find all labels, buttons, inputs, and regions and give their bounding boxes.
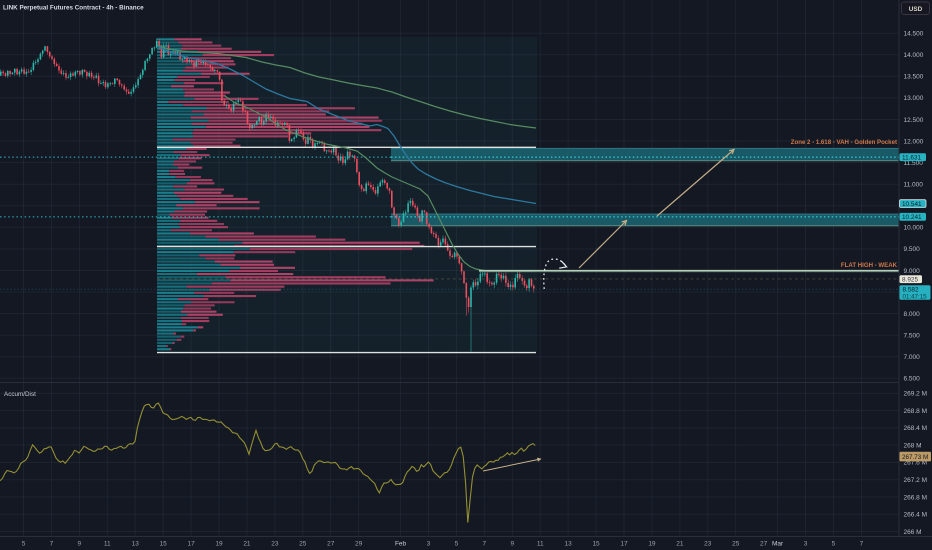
- svg-text:11: 11: [537, 541, 544, 548]
- svg-text:9.500: 9.500: [904, 246, 921, 253]
- svg-text:13.500: 13.500: [904, 74, 924, 81]
- svg-text:12.000: 12.000: [904, 138, 924, 145]
- svg-text:12.500: 12.500: [904, 117, 924, 124]
- svg-text:9.000: 9.000: [904, 268, 921, 275]
- svg-text:23: 23: [271, 541, 279, 548]
- svg-text:8.925: 8.925: [902, 277, 918, 284]
- svg-text:9: 9: [78, 541, 82, 548]
- svg-text:17: 17: [620, 541, 628, 548]
- svg-text:10.541: 10.541: [902, 201, 922, 208]
- svg-text:7.500: 7.500: [904, 332, 921, 339]
- svg-text:266.8 M: 266.8 M: [904, 494, 928, 501]
- svg-text:13: 13: [132, 541, 140, 548]
- svg-text:Accum/Dist: Accum/Dist: [4, 391, 36, 398]
- svg-text:11: 11: [104, 541, 111, 548]
- svg-text:5: 5: [22, 541, 26, 548]
- svg-text:FLAT HIGH - WEAK: FLAT HIGH - WEAK: [841, 262, 898, 269]
- svg-text:10.241: 10.241: [902, 214, 922, 221]
- svg-text:7: 7: [483, 541, 487, 548]
- svg-text:269.2 M: 269.2 M: [904, 391, 928, 398]
- svg-text:6.500: 6.500: [904, 376, 921, 383]
- svg-text:268.8 M: 268.8 M: [904, 408, 928, 415]
- svg-text:11.631: 11.631: [902, 155, 922, 162]
- svg-text:17: 17: [187, 541, 195, 548]
- svg-text:8.000: 8.000: [904, 311, 921, 318]
- svg-text:266 M: 266 M: [904, 529, 922, 536]
- svg-text:268 M: 268 M: [904, 442, 922, 449]
- svg-text:Feb: Feb: [395, 541, 407, 548]
- svg-text:29: 29: [355, 541, 363, 548]
- svg-text:7.000: 7.000: [904, 354, 921, 361]
- svg-text:267.73 M: 267.73 M: [902, 454, 928, 461]
- svg-text:13.000: 13.000: [904, 95, 924, 102]
- svg-text:15: 15: [160, 541, 168, 548]
- svg-text:267.2 M: 267.2 M: [904, 477, 928, 484]
- svg-text:Zone 2 - 1.618 - VAH - Golden: Zone 2 - 1.618 - VAH - Golden Pocket: [791, 139, 897, 146]
- svg-text:21: 21: [676, 541, 684, 548]
- svg-text:7: 7: [50, 541, 54, 548]
- svg-text:8.582: 8.582: [903, 287, 919, 294]
- svg-text:25: 25: [299, 541, 307, 548]
- svg-text:01:47:15: 01:47:15: [903, 293, 928, 300]
- svg-text:14.000: 14.000: [904, 52, 924, 59]
- svg-text:268.4 M: 268.4 M: [904, 425, 928, 432]
- svg-text:11.000: 11.000: [904, 181, 924, 188]
- svg-text:5: 5: [832, 541, 836, 548]
- svg-text:10.000: 10.000: [904, 225, 924, 232]
- svg-text:Mar: Mar: [772, 541, 784, 548]
- svg-text:266.4 M: 266.4 M: [904, 512, 928, 519]
- svg-text:9: 9: [510, 541, 514, 548]
- svg-text:267.6 M: 267.6 M: [904, 460, 928, 467]
- svg-text:LINK Perpetual Futures Contrac: LINK Perpetual Futures Contract - 4h - B…: [3, 5, 144, 12]
- svg-text:25: 25: [732, 541, 740, 548]
- svg-text:14.500: 14.500: [904, 31, 924, 38]
- svg-text:27: 27: [327, 541, 335, 548]
- svg-text:27: 27: [760, 541, 768, 548]
- svg-text:5: 5: [455, 541, 459, 548]
- svg-text:11.500: 11.500: [904, 160, 924, 167]
- svg-text:13: 13: [565, 541, 573, 548]
- svg-text:USD: USD: [909, 6, 923, 13]
- svg-text:19: 19: [215, 541, 223, 548]
- svg-text:3: 3: [804, 541, 808, 548]
- svg-text:3: 3: [427, 541, 431, 548]
- svg-text:15: 15: [592, 541, 600, 548]
- svg-text:19: 19: [648, 541, 656, 548]
- svg-text:23: 23: [704, 541, 712, 548]
- svg-text:7: 7: [860, 541, 864, 548]
- svg-text:21: 21: [243, 541, 251, 548]
